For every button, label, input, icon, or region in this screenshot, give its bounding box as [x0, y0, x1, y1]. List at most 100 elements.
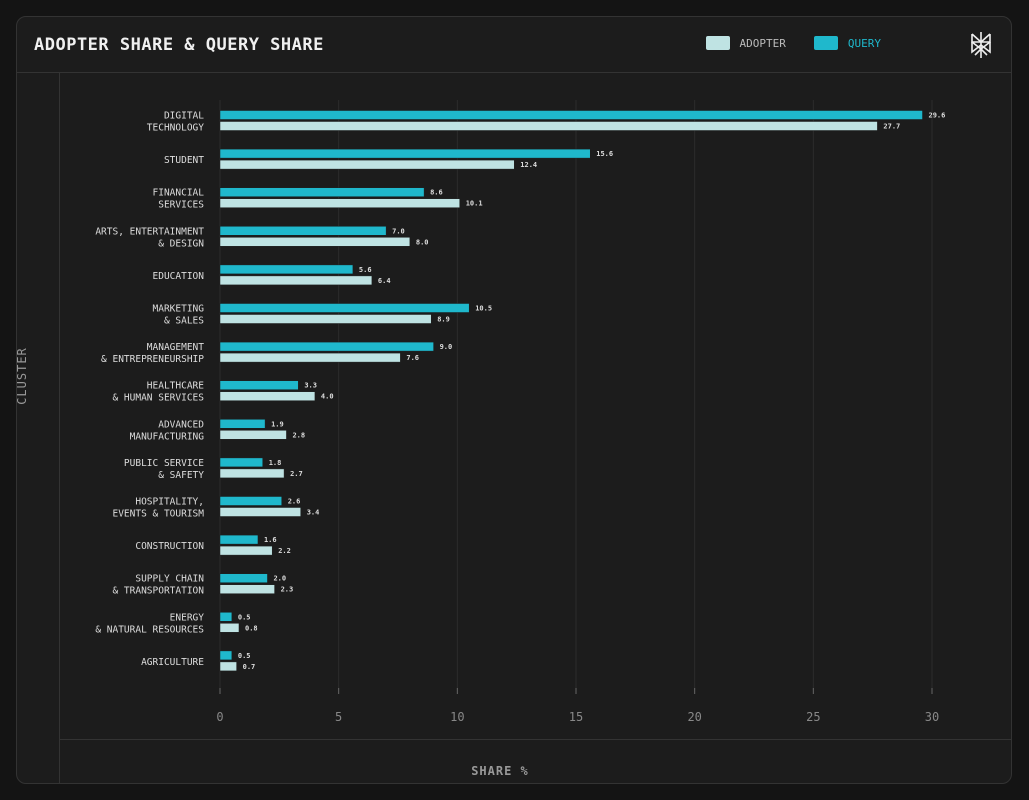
x-axis-label: SHARE %: [471, 764, 529, 778]
category-label: & NATURAL RESOURCES: [95, 624, 204, 635]
data-label-adopter: 2.2: [278, 547, 291, 555]
data-label-query: 10.5: [475, 305, 492, 313]
data-label-query: 1.9: [271, 420, 284, 428]
category-label: ARTS, ENTERTAINMENT: [95, 226, 204, 237]
data-label-adopter: 7.6: [406, 354, 419, 362]
data-label-adopter: 0.8: [245, 624, 258, 632]
bar-query: [219, 187, 425, 197]
bar-query: [219, 303, 470, 313]
data-label-query: 0.5: [238, 613, 251, 621]
bar-adopter: [219, 623, 240, 633]
data-label-query: 5.6: [359, 266, 372, 274]
perplexity-logo-icon: [971, 32, 991, 58]
x-tick-label: 30: [925, 710, 939, 724]
category-label: & SAFETY: [158, 470, 204, 481]
chart-title: ADOPTER SHARE & QUERY SHARE: [34, 35, 324, 55]
data-label-query: 1.8: [269, 459, 282, 467]
x-tick-label: 25: [806, 710, 820, 724]
bar-query: [219, 573, 268, 583]
data-label-adopter: 27.7: [883, 123, 900, 131]
data-label-adopter: 8.9: [437, 316, 450, 324]
data-label-query: 2.0: [273, 575, 286, 583]
category-label: MANAGEMENT: [147, 342, 204, 353]
legend-item-query: QUERY: [813, 36, 881, 50]
bar-query: [219, 496, 282, 506]
bar-query: [219, 226, 387, 236]
bar-adopter: [219, 275, 373, 286]
data-label-query: 3.3: [304, 382, 317, 390]
legend-swatch-adopter: [705, 36, 730, 50]
data-label-adopter: 2.3: [281, 586, 294, 594]
category-label: ENERGY: [170, 612, 205, 623]
category-label: HEALTHCARE: [147, 381, 204, 392]
category-label: HOSPITALITY,: [135, 497, 204, 508]
legend-label-query: QUERY: [847, 36, 881, 50]
data-label-adopter: 2.7: [290, 470, 303, 478]
data-label-query: 29.6: [929, 112, 946, 120]
category-label: DIGITAL: [164, 111, 204, 122]
bar-adopter: [219, 159, 515, 170]
bar-query: [219, 341, 434, 352]
x-tick-label: 5: [335, 710, 342, 724]
legend: ADOPTER QUERY: [705, 36, 881, 50]
bar-adopter: [219, 391, 316, 401]
category-label: ADVANCED: [158, 419, 204, 430]
bar-query: [219, 148, 591, 159]
data-label-adopter: 12.4: [520, 161, 537, 169]
bar-adopter: [219, 545, 273, 556]
category-label: TECHNOLOGY: [147, 123, 204, 134]
category-label: FINANCIAL: [153, 188, 205, 199]
bar-query: [219, 419, 266, 429]
x-tick-label: 10: [450, 710, 464, 724]
bar-query: [219, 534, 259, 545]
data-label-adopter: 2.8: [292, 431, 305, 439]
header: ADOPTER SHARE & QUERY SHARE ADOPTER QUER…: [17, 17, 1011, 73]
bar-adopter: [219, 198, 460, 208]
data-label-adopter: 10.1: [466, 200, 483, 208]
bar-query: [219, 110, 923, 120]
category-label: MARKETING: [153, 304, 205, 315]
data-label-query: 1.6: [264, 536, 277, 544]
bar-query: [219, 264, 354, 275]
bar-adopter: [219, 584, 275, 594]
x-tick-label: 20: [687, 710, 701, 724]
category-label: & ENTREPRENEURSHIP: [101, 354, 204, 365]
bar-query: [219, 457, 263, 468]
data-label-query: 9.0: [440, 343, 453, 351]
data-label-adopter: 3.4: [307, 509, 320, 517]
bar-query: [219, 612, 233, 622]
category-label: STUDENT: [164, 155, 204, 166]
category-label: AGRICULTURE: [141, 657, 204, 668]
data-label-query: 15.6: [596, 150, 613, 158]
legend-swatch-query: [813, 36, 838, 50]
data-label-adopter: 4.0: [321, 393, 334, 401]
bar-adopter: [219, 430, 287, 440]
data-label-query: 2.6: [288, 498, 301, 506]
category-label: SERVICES: [158, 200, 204, 211]
data-label-query: 8.6: [430, 189, 443, 197]
x-tick-label: 0: [216, 710, 223, 724]
bar-adopter: [219, 661, 237, 672]
bar-adopter: [219, 237, 411, 247]
category-label: SUPPLY CHAIN: [135, 574, 204, 585]
data-label-adopter: 0.7: [243, 663, 256, 671]
category-label: & TRANSPORTATION: [112, 586, 204, 597]
legend-label-adopter: ADOPTER: [739, 36, 786, 50]
category-label: & HUMAN SERVICES: [112, 393, 204, 404]
data-label-adopter: 8.0: [416, 238, 429, 246]
category-label: CONSTRUCTION: [135, 541, 204, 552]
category-label: & SALES: [164, 316, 204, 327]
category-label: EVENTS & TOURISM: [112, 509, 204, 520]
category-label: & DESIGN: [158, 238, 204, 249]
category-label: PUBLIC SERVICE: [124, 458, 204, 469]
bar-adopter: [219, 314, 432, 324]
x-axis-footer: [60, 739, 1011, 783]
bar-adopter: [219, 352, 401, 363]
legend-item-adopter: ADOPTER: [705, 36, 786, 50]
category-label: EDUCATION: [153, 271, 205, 282]
category-label: MANUFACTURING: [130, 431, 205, 442]
chart-card: ADOPTER SHARE & QUERY SHARE ADOPTER QUER…: [16, 16, 1012, 784]
bar-adopter: [219, 507, 301, 517]
data-label-adopter: 6.4: [378, 277, 391, 285]
